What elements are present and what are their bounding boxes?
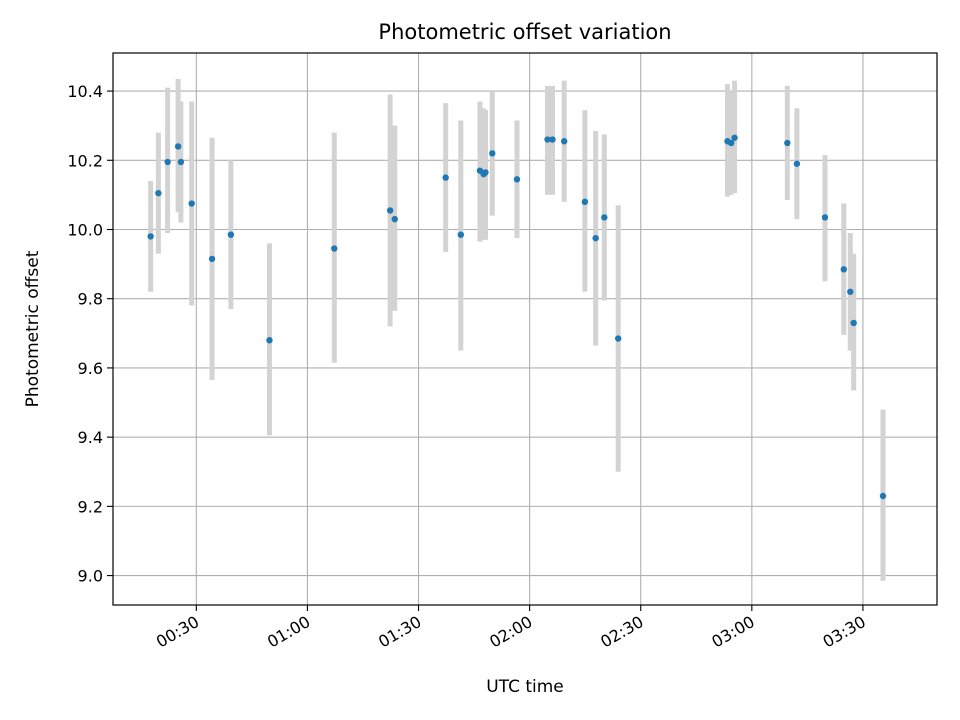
x-axis-label: UTC time [486, 677, 564, 697]
data-point [513, 176, 521, 183]
data-point [391, 215, 398, 223]
data-point [821, 214, 829, 221]
data-point [177, 158, 185, 166]
data-point [188, 200, 195, 207]
data-point [331, 245, 338, 252]
data-point [850, 319, 857, 327]
y-tick-label: 10.2 [67, 151, 103, 170]
data-point [793, 160, 801, 167]
data-point [592, 234, 599, 242]
data-point [155, 189, 162, 197]
data-point [174, 143, 182, 150]
y-tick-label: 9.6 [78, 359, 103, 378]
data-point [560, 138, 568, 145]
y-axis-label: Photometric offset [23, 250, 43, 407]
data-point [549, 136, 556, 143]
y-tick-label: 10.4 [67, 82, 103, 101]
y-axis-ticks: 9.0 9.2 9.4 9.6 9.8 10.0 10.2 10.4 [67, 82, 113, 586]
plot-area-background [113, 53, 937, 605]
data-point [164, 158, 171, 166]
grid-lines [113, 53, 937, 605]
data-point [727, 139, 735, 147]
plot-frame [112, 52, 938, 606]
data-point [731, 134, 738, 141]
data-point [615, 335, 622, 342]
data-point [847, 288, 854, 295]
data-point [457, 231, 465, 238]
y-tick-label: 9.4 [78, 428, 103, 447]
data-point [386, 207, 394, 214]
data-point [147, 233, 154, 240]
data-point [227, 231, 235, 238]
data-point [879, 492, 887, 500]
data-point [544, 136, 551, 143]
data-point [482, 169, 489, 176]
chart-title: Photometric offset variation [378, 20, 671, 44]
data-point [208, 255, 216, 263]
data-point [840, 266, 847, 273]
data-point [489, 150, 496, 157]
data-point [266, 337, 273, 344]
data-point [784, 139, 791, 147]
data-point [442, 174, 449, 181]
y-tick-label: 10.0 [67, 221, 103, 240]
y-tick-label: 9.8 [78, 290, 103, 309]
y-tick-label: 9.0 [78, 567, 103, 586]
data-point [601, 214, 608, 221]
data-points [147, 134, 887, 500]
data-point [581, 198, 589, 206]
y-tick-label: 9.2 [78, 497, 103, 516]
